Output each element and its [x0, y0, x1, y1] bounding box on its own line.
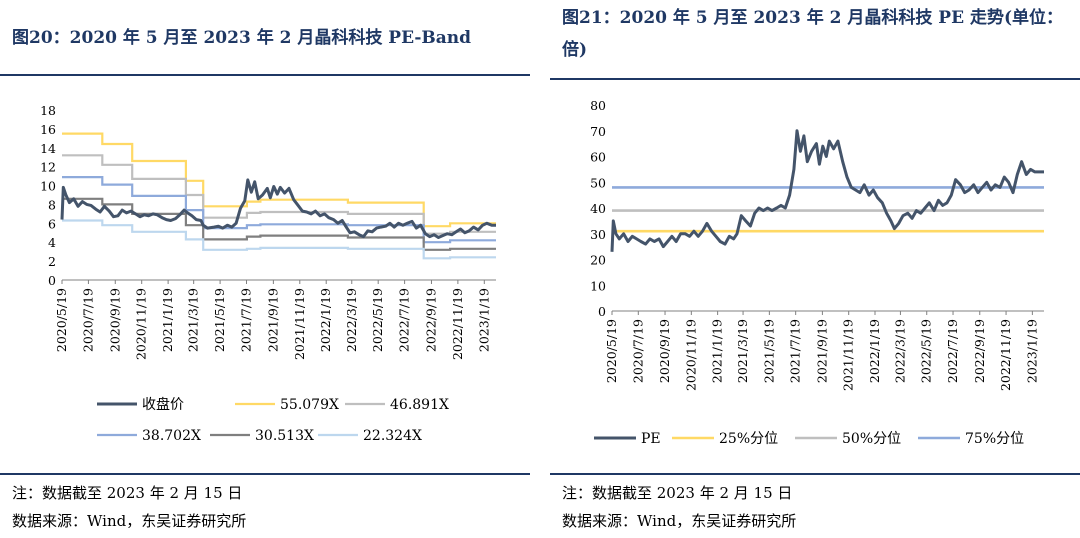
x-tick-label: 2021/7/19	[239, 288, 254, 352]
right-chart-panel: 图21：2020 年 5 月至 2023 年 2 月晶科科技 PE 走势(单位：…	[550, 0, 1080, 538]
left-legend: 收盘价 55.079X 46.891X 38.702X 30.513X 22.324X	[97, 396, 449, 444]
x-tick-label: 2022/9/19	[423, 288, 438, 352]
legend-label: 30.513X	[255, 428, 314, 444]
pe-line	[610, 129, 1044, 252]
x-tick-label: 2021/9/19	[265, 288, 280, 352]
y-tick-label: 0	[48, 273, 56, 288]
x-tick-label: 2021/11/19	[292, 288, 307, 360]
y-tick-label: 60	[590, 150, 606, 165]
y-tick-label: 20	[590, 253, 606, 268]
right-footer-divider	[550, 473, 1080, 475]
close-price-line	[60, 178, 496, 239]
y-tick-label: 4	[48, 235, 56, 250]
legend-label: PE	[641, 431, 661, 447]
right-title-divider	[550, 78, 1080, 80]
right-legend: PE 25%分位 50%分位 75%分位	[594, 431, 1024, 447]
x-tick-label: 2021/7/19	[788, 319, 803, 383]
x-tick-label: 2021/11/19	[841, 319, 856, 391]
x-tick-label: 2022/11/19	[998, 319, 1013, 391]
pe-band-chart: 0 2 4 6 8 10 12 14 16 18 2020/5/19 2020/7/19 2020/9/…	[40, 103, 496, 444]
x-tick-label: 2020/11/19	[134, 288, 149, 360]
y-tick-label: 0	[598, 304, 606, 319]
legend-label: 55.079X	[280, 397, 339, 413]
x-tick-label: 2022/9/19	[972, 319, 987, 383]
x-tick-label: 2021/3/19	[735, 319, 750, 383]
legend-label: 收盘价	[142, 396, 184, 413]
left-note: 注：数据截至 2023 年 2 月 15 日	[12, 484, 243, 502]
y-tick-label: 70	[590, 124, 606, 139]
y-tick-label: 18	[40, 103, 56, 118]
x-tick-label: 2023/1/19	[1024, 319, 1039, 383]
x-tick-label: 2022/5/19	[919, 319, 934, 383]
legend-label: 46.891X	[390, 397, 449, 413]
x-tick-label: 2021/9/19	[814, 319, 829, 383]
legend-label: 22.324X	[363, 428, 422, 444]
x-tick-label: 2022/1/19	[318, 288, 333, 352]
y-tick-label: 80	[590, 98, 606, 113]
x-tick-label: 2020/9/19	[657, 319, 672, 383]
y-tick-label: 10	[40, 179, 56, 194]
x-tick-label: 2022/7/19	[397, 288, 412, 352]
x-tick-label: 2022/3/19	[892, 319, 907, 383]
x-tick-label: 2022/7/19	[945, 319, 960, 383]
y-tick-label: 14	[40, 141, 56, 156]
right-chart-title: 图21：2020 年 5 月至 2023 年 2 月晶科科技 PE 走势(单位：…	[562, 8, 1063, 60]
legend-label: 25%分位	[719, 431, 778, 447]
pe-trend-chart: 0 10 20 30 40 50 60 70 80 2020/5/19 2020/7/19 2020/…	[590, 98, 1044, 447]
y-tick-label: 50	[590, 175, 606, 190]
x-tick-label: 2020/7/19	[80, 288, 95, 352]
x-tick-label: 2021/1/19	[160, 288, 175, 352]
right-note: 注：数据截至 2023 年 2 月 15 日	[562, 484, 793, 502]
x-tick-label: 2021/1/19	[710, 319, 725, 383]
left-source: 数据来源：Wind，东吴证券研究所	[12, 512, 247, 530]
x-tick-label: 2022/5/19	[370, 288, 385, 352]
band-line-5	[62, 219, 496, 260]
x-tick-label: 2021/3/19	[186, 288, 201, 352]
y-tick-label: 10	[590, 278, 606, 293]
x-tick-label: 2020/5/19	[54, 288, 69, 352]
right-source: 数据来源：Wind，东吴证券研究所	[562, 512, 797, 530]
y-tick-label: 40	[590, 201, 606, 216]
band-line-2	[62, 154, 496, 235]
x-tick-label: 2020/11/19	[683, 319, 698, 391]
y-tick-label: 12	[40, 160, 56, 175]
x-tick-label: 2022/11/19	[450, 288, 465, 360]
y-tick-label: 6	[48, 216, 56, 231]
left-chart-title: 图20：2020 年 5 月至 2023 年 2 月晶科科技 PE-Band	[12, 28, 472, 48]
x-tick-label: 2022/3/19	[344, 288, 359, 352]
x-tick-label: 2020/7/19	[630, 319, 645, 383]
y-tick-label: 30	[590, 227, 606, 242]
y-tick-label: 16	[40, 122, 56, 137]
left-footer-divider	[0, 473, 530, 475]
x-tick-label: 2020/5/19	[604, 319, 619, 383]
left-chart-panel: 图20：2020 年 5 月至 2023 年 2 月晶科科技 PE-Band 0…	[0, 0, 530, 538]
legend-label: 50%分位	[842, 431, 901, 447]
y-tick-label: 8	[48, 197, 56, 212]
left-title-divider	[0, 74, 530, 76]
x-tick-label: 2022/1/19	[867, 319, 882, 383]
legend-label: 38.702X	[142, 428, 201, 444]
x-tick-label: 2021/5/19	[761, 319, 776, 383]
y-tick-label: 2	[48, 254, 56, 269]
x-tick-label: 2020/9/19	[107, 288, 122, 352]
x-tick-label: 2021/5/19	[212, 288, 227, 352]
x-tick-label: 2023/1/19	[476, 288, 491, 352]
legend-label: 75%分位	[965, 431, 1024, 447]
